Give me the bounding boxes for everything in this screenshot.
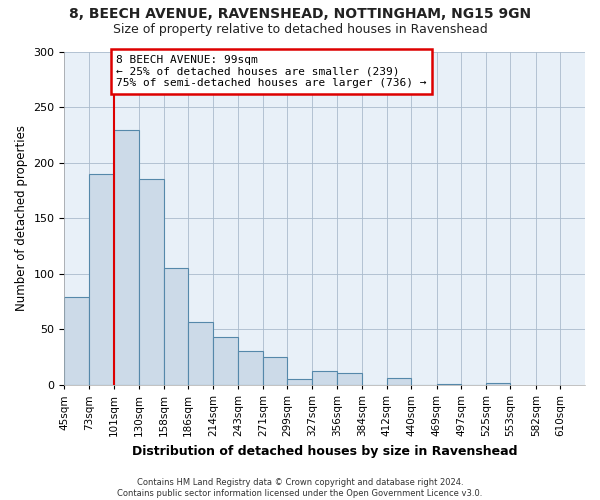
Bar xyxy=(287,380,312,385)
Bar xyxy=(437,384,461,385)
Text: Size of property relative to detached houses in Ravenshead: Size of property relative to detached ho… xyxy=(113,22,487,36)
Text: 8 BEECH AVENUE: 99sqm
← 25% of detached houses are smaller (239)
75% of semi-det: 8 BEECH AVENUE: 99sqm ← 25% of detached … xyxy=(116,55,427,88)
Bar xyxy=(386,378,411,385)
X-axis label: Distribution of detached houses by size in Ravenshead: Distribution of detached houses by size … xyxy=(132,444,517,458)
Bar xyxy=(64,297,89,385)
Text: 8, BEECH AVENUE, RAVENSHEAD, NOTTINGHAM, NG15 9GN: 8, BEECH AVENUE, RAVENSHEAD, NOTTINGHAM,… xyxy=(69,8,531,22)
Bar xyxy=(213,337,238,385)
Bar xyxy=(139,180,164,385)
Text: Contains HM Land Registry data © Crown copyright and database right 2024.
Contai: Contains HM Land Registry data © Crown c… xyxy=(118,478,482,498)
Bar xyxy=(312,370,337,385)
Bar xyxy=(188,322,213,385)
Bar xyxy=(486,383,511,385)
Bar xyxy=(164,268,188,385)
Y-axis label: Number of detached properties: Number of detached properties xyxy=(15,126,28,312)
Bar xyxy=(337,373,362,385)
Bar xyxy=(238,350,263,385)
Bar xyxy=(89,174,113,385)
Bar xyxy=(263,357,287,385)
Bar xyxy=(113,130,139,385)
